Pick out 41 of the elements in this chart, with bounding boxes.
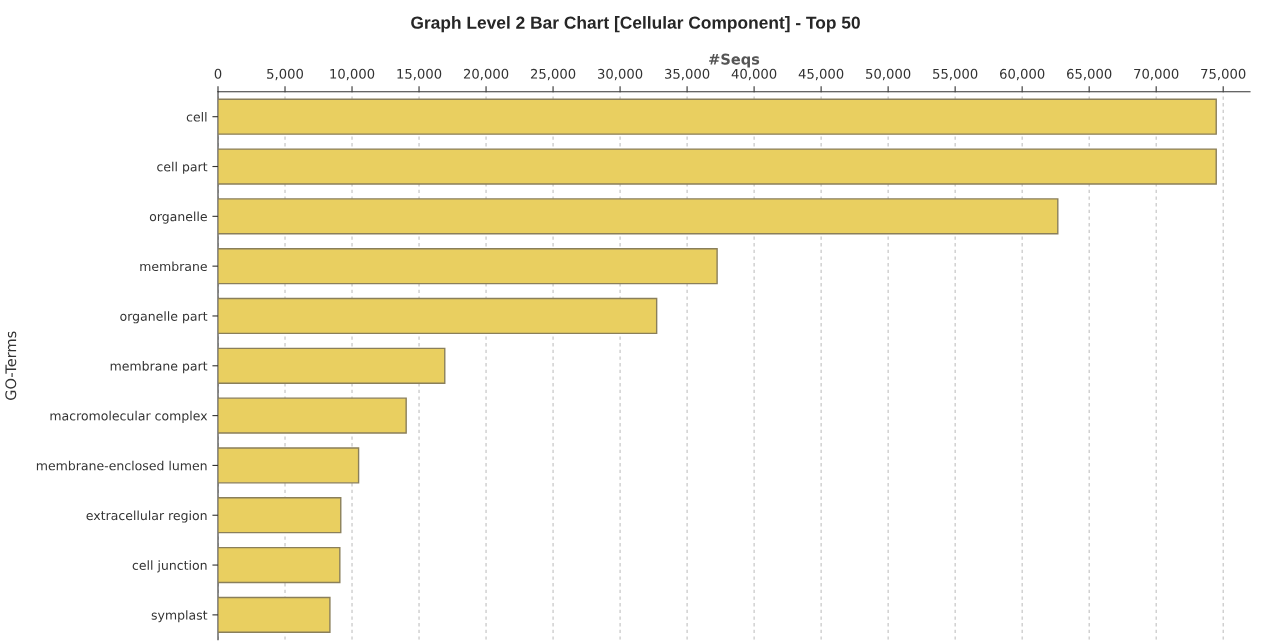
y-tick-label: cell part (157, 161, 208, 174)
x-tick-label: 50,000 (866, 68, 911, 81)
bar (218, 497, 342, 534)
bar (218, 596, 331, 634)
y-tick-label: cell (186, 111, 207, 122)
bar (218, 447, 360, 484)
bar (218, 546, 341, 584)
x-tick-label: 20,000 (463, 68, 509, 81)
y-tick-label: organelle part (120, 311, 208, 324)
x-tick-label: 60,000 (999, 68, 1045, 81)
x-axis-title: #Seqs (709, 53, 760, 68)
y-tick-label: organelle (149, 211, 207, 224)
x-tick-label: 15,000 (397, 68, 442, 81)
y-tick-label: symplast (151, 610, 208, 623)
x-tick-label: 30,000 (598, 68, 643, 81)
chart-title: Graph Level 2 Bar Chart [Cellular Component] - Top 50 (411, 16, 860, 33)
y-tick-label: macromolecular complex (50, 410, 208, 423)
x-tick-label: 0 (214, 68, 222, 79)
bar (218, 397, 407, 434)
x-tick-label: 75,000 (1201, 68, 1246, 81)
bar (218, 98, 1217, 135)
y-tick-label: cell junction (132, 560, 207, 573)
x-tick-label: 55,000 (933, 68, 978, 81)
bar (218, 248, 718, 285)
x-tick-label: 70,000 (1134, 68, 1179, 81)
y-tick-label: membrane part (110, 361, 208, 374)
bar (218, 148, 1217, 185)
y-tick-label: membrane-enclosed lumen (36, 460, 207, 471)
x-tick-label: 40,000 (731, 68, 777, 81)
x-tick-label: 10,000 (330, 68, 375, 81)
x-tick-label: 35,000 (665, 68, 710, 81)
bar (218, 198, 1059, 235)
bar (218, 297, 658, 335)
y-tick-label: membrane (140, 261, 207, 272)
y-tick-label: extracellular region (86, 510, 207, 523)
bar (218, 347, 446, 384)
x-tick-label: 45,000 (798, 68, 844, 81)
y-axis-title: GO-Terms (5, 331, 17, 400)
x-tick-label: 65,000 (1067, 68, 1112, 81)
x-tick-label: 25,000 (530, 68, 576, 81)
x-tick-label: 5,000 (267, 68, 304, 81)
